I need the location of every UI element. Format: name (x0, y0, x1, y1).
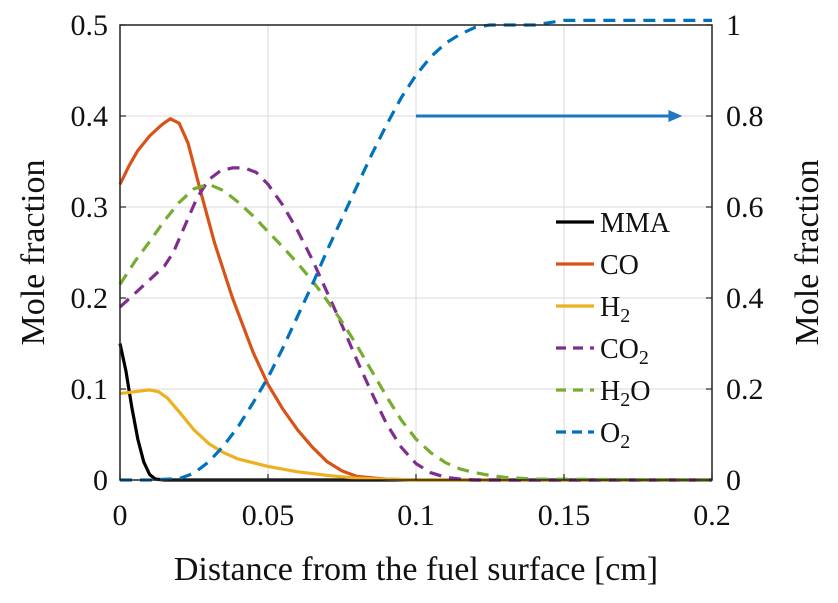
y-tick-label-left: 0 (93, 464, 108, 497)
y-tick-label-left: 0.3 (71, 191, 109, 224)
y-tick-label-right: 0 (726, 464, 741, 497)
series-line-CO2 (118, 166, 712, 482)
legend-label-CO2: CO2 (600, 334, 649, 369)
x-tick-label: 0 (113, 499, 128, 532)
y-tick-label-right: 0.8 (726, 100, 764, 133)
y-tick-label-right: 0.6 (726, 191, 764, 224)
x-tick-label: 0.05 (242, 499, 295, 532)
legend-label-H2: H2 (600, 292, 630, 327)
y-tick-label-left: 0.1 (71, 373, 109, 406)
x-tick-label: 0.1 (397, 499, 435, 532)
arrow-head (668, 110, 683, 122)
legend-label-O2: O2 (600, 418, 630, 453)
legend-label-MMA: MMA (600, 208, 671, 239)
series-line-H2 (119, 388, 712, 482)
legend-label-H2O: H2O (600, 376, 650, 411)
x-tick-label: 0.2 (693, 499, 731, 532)
y-tick-label-right: 0.4 (726, 282, 764, 315)
y-tick-label-left: 0.2 (71, 282, 109, 315)
y-tick-label-right: 1 (726, 9, 741, 42)
legend-label-CO: CO (600, 250, 639, 281)
y-tick-label-left: 0.4 (71, 100, 109, 133)
arrow-layer (416, 110, 683, 122)
x-axis-title: Distance from the fuel surface [cm] (174, 551, 658, 588)
legend-subscript: 2 (639, 347, 649, 369)
legend-subscript: 2 (620, 389, 630, 411)
legend-subscript: 2 (620, 431, 630, 453)
tick-labels: 0 0.05 0.1 0.15 0.200.10.20.30.40.500.20.40.… (71, 9, 764, 532)
y-axis-title-right: Mole fraction (789, 160, 826, 346)
y-tick-label-left: 0.5 (71, 9, 109, 42)
y-tick-label-right: 0.2 (726, 373, 764, 406)
series-line-CO (118, 117, 712, 482)
legend-subscript: 2 (620, 305, 630, 327)
y-axis-title-left: Mole fraction (15, 160, 52, 346)
series-line-O2 (120, 18, 712, 482)
legend-tail: O (630, 376, 650, 407)
x-tick-label: 0.15 (538, 499, 591, 532)
series-line-H2O (118, 182, 713, 482)
series-layer (118, 18, 713, 482)
